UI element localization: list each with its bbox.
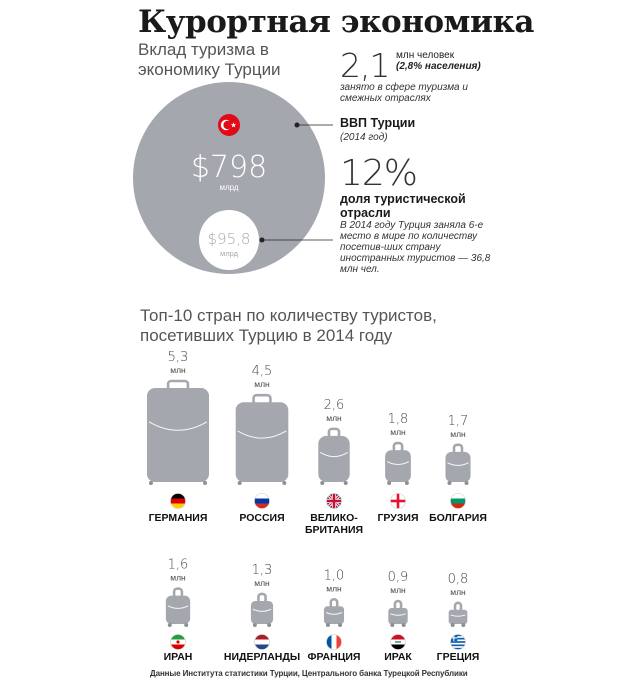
suitcase-bar (235, 393, 289, 485)
category-label: БОЛГАРИЯ (429, 512, 487, 524)
suitcase-bar (165, 587, 191, 627)
georgia-flag-icon (390, 493, 406, 509)
page-title: Курортная экономика (138, 4, 534, 40)
source-note: Данные Института статистики Турции, Цент… (150, 669, 468, 678)
value-label: 1,8 (388, 412, 409, 427)
netherlands-flag-icon (254, 634, 270, 650)
value-label: 1,3 (252, 563, 273, 578)
unit-label: млн (390, 427, 406, 437)
category-label: ГРЕЦИЯ (437, 651, 480, 663)
iran-flag-icon (170, 634, 186, 650)
gdp-value: $798 (191, 150, 267, 185)
tourism-value: $95,8 (208, 230, 251, 248)
turkey-flag-icon (218, 114, 240, 136)
gdp-diagram: $798 млрд $95,8 млрд (133, 82, 333, 274)
unit-label: млн (450, 429, 466, 439)
uk-flag-icon (326, 493, 342, 509)
gdp-leader-dot (294, 122, 300, 128)
tourists-chart: 5,3млнГЕРМАНИЯ4,5млнРОССИЯ2,6млнВЕЛИКО-Б… (146, 350, 487, 663)
suitcase-bar (250, 592, 274, 627)
gdp-unit: млрд (219, 183, 238, 192)
germany-flag-icon (170, 493, 186, 509)
unit-label: млн (326, 413, 342, 423)
category-label: ВЕЛИКО-БРИТАНИЯ (305, 512, 363, 536)
employment-unit: млн человек (396, 50, 455, 61)
unit-label: млн (326, 583, 342, 593)
russia-flag-icon (254, 493, 270, 509)
gdp-circle (133, 82, 325, 274)
category-label: ГЕРМАНИЯ (149, 512, 208, 524)
value-label: 1,0 (324, 568, 345, 583)
greece-flag-icon (450, 634, 466, 650)
category-label: ГРУЗИЯ (377, 512, 418, 524)
page-subtitle: Вклад туризма в экономику Турции (138, 40, 281, 79)
employment-unit-block: млн человек (2,8% населения) (396, 50, 481, 72)
suitcase-bar (445, 443, 471, 485)
suitcase-bar (323, 597, 345, 627)
employment-value: 2,1 (340, 46, 390, 85)
category-label: ИРАН (164, 651, 193, 663)
unit-label: млн (254, 578, 270, 588)
gdp-year: (2014 год) (340, 132, 388, 143)
tourism-leader-dot (259, 237, 265, 243)
value-label: 0,8 (448, 572, 469, 587)
employment-share: (2,8% населения) (396, 61, 481, 72)
unit-label: млн (170, 573, 186, 583)
category-label: НИДЕРЛАНДЫ (224, 651, 300, 663)
suitcase-bar (385, 441, 411, 485)
category-label: ИРАК (384, 651, 412, 663)
tourism-description: В 2014 году Турция заняла 6-е место в ми… (340, 220, 491, 275)
france-flag-icon (326, 634, 342, 650)
chart-title: Топ-10 стран по количеству туристов, пос… (140, 306, 437, 345)
value-label: 1,6 (168, 558, 189, 573)
unit-label: млн (390, 585, 406, 595)
category-label: РОССИЯ (239, 512, 284, 524)
value-label: 5,3 (168, 350, 189, 365)
bulgaria-flag-icon (450, 493, 466, 509)
value-label: 4,5 (252, 364, 273, 379)
tourism-share-value: 12% (340, 153, 418, 194)
tourism-circle (199, 210, 259, 270)
unit-label: млн (254, 379, 270, 389)
category-label: ФРАНЦИЯ (308, 651, 361, 663)
value-label: 0,9 (388, 570, 409, 585)
suitcase-bar (388, 599, 408, 627)
unit-label: млн (170, 365, 186, 375)
gdp-label: ВВП Турции (340, 116, 416, 130)
suitcase-bar (448, 601, 468, 627)
suitcase-bar (318, 427, 350, 485)
value-label: 2,6 (324, 398, 345, 413)
employment-description: занято в сфере туризма и смежных отрасля… (340, 82, 468, 104)
iraq-flag-icon (390, 634, 406, 650)
value-label: 1,7 (448, 414, 469, 429)
suitcase-bar (146, 379, 210, 485)
unit-label: млн (450, 587, 466, 597)
tourism-share-label: доля туристической отрасли (340, 192, 466, 220)
tourism-unit: млрд (220, 249, 239, 258)
